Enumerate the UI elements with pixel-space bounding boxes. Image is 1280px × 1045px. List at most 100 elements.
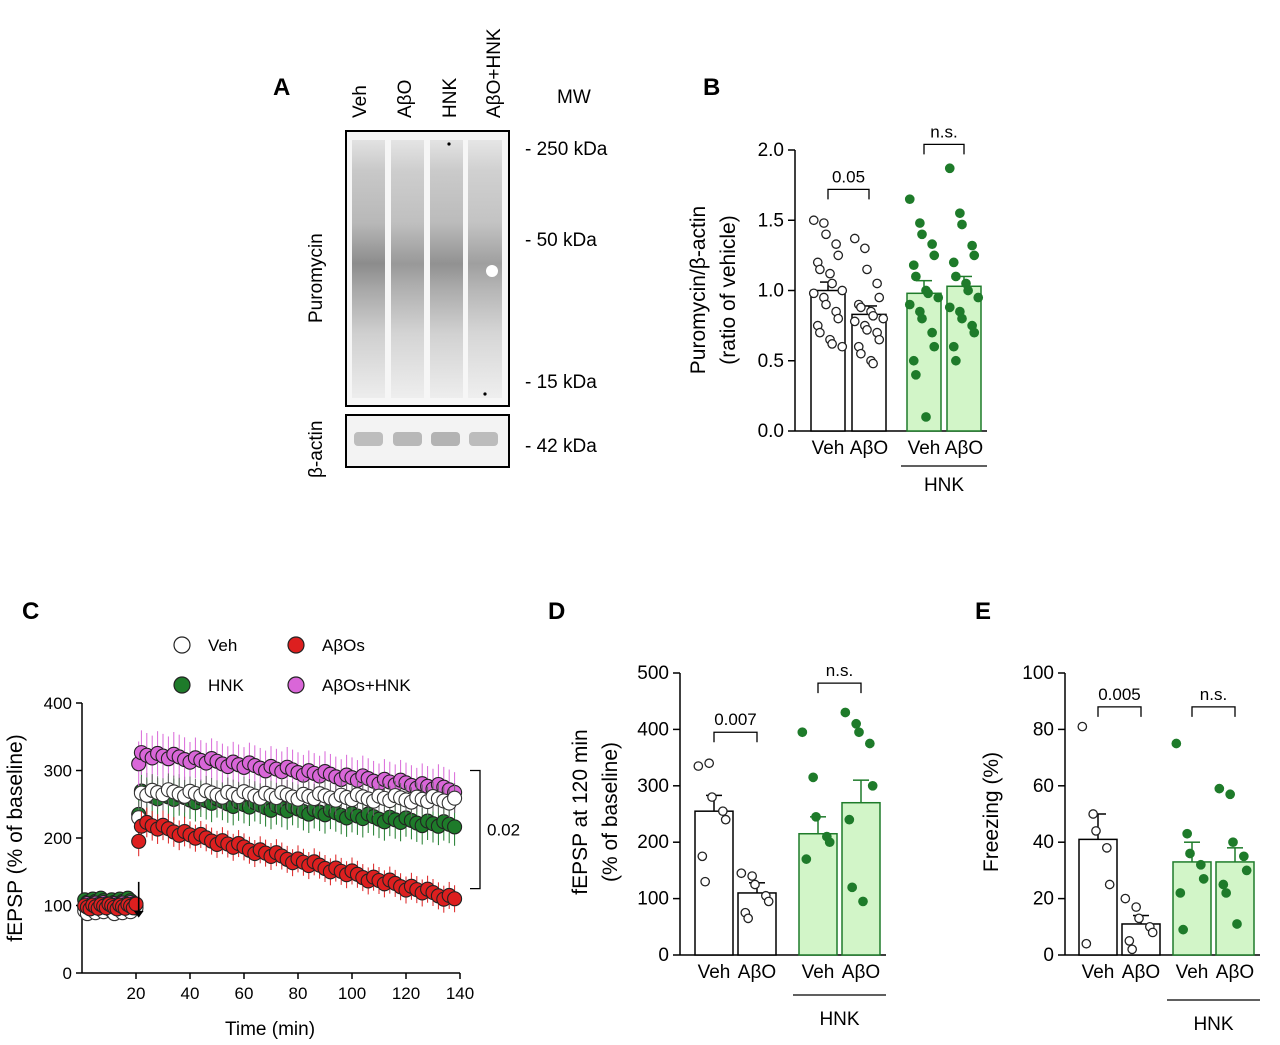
bar [841, 801, 881, 956]
bar [798, 832, 838, 956]
data-point [923, 288, 933, 299]
data-point [840, 707, 851, 718]
data-point [951, 355, 961, 366]
lane-label-abo: AβO [395, 80, 416, 118]
data-point [833, 250, 844, 261]
significance-bracket [923, 143, 965, 155]
significance-bracket [1191, 706, 1236, 717]
data-point [736, 868, 747, 879]
blot-artifact-spot [486, 265, 498, 277]
data-point [944, 163, 955, 174]
data-point [131, 833, 147, 849]
data-point [821, 299, 831, 310]
data-point [874, 292, 885, 303]
data-point [844, 814, 855, 825]
panel-a-letter: A [273, 74, 290, 101]
data-point [1221, 888, 1232, 898]
data-point [1218, 879, 1229, 890]
data-point [797, 727, 808, 738]
data-point [831, 239, 841, 249]
x-tick-label: 60 [235, 984, 254, 1003]
mw-marker-50: - 50 kDa [525, 230, 597, 251]
actin-band-hnk [431, 432, 460, 446]
data-point [717, 806, 728, 817]
x-tick-label: 100 [338, 984, 366, 1003]
y-tick-label: 100 [44, 897, 72, 916]
actin-band-abo [393, 432, 422, 446]
data-point [872, 278, 882, 289]
data-point [1147, 927, 1158, 938]
data-point [750, 879, 760, 890]
blot-lane-hnk [430, 140, 463, 398]
category-label: AβO [1122, 962, 1160, 983]
data-point [856, 302, 866, 313]
x-tick-label: 40 [181, 984, 200, 1003]
legend-label: AβOs+HNK [322, 676, 411, 695]
chart-d-fepsp-120min: 0 100 200 300 400 500 fEPSP at 120 min (% of ba… [569, 661, 886, 1030]
y-axis-label: fEPSP (% of baseline) [4, 734, 27, 941]
data-point [955, 208, 965, 219]
significance-label: n.s. [930, 122, 957, 141]
significance-bracket [713, 731, 758, 743]
bar [1215, 861, 1255, 956]
data-point [824, 837, 835, 848]
significance-bracket [1097, 706, 1142, 717]
data-point [969, 250, 980, 261]
significance-label: 0.005 [1098, 685, 1141, 704]
data-point [801, 854, 812, 864]
data-point [1232, 919, 1242, 929]
data-point [827, 278, 837, 289]
data-point [1101, 842, 1112, 853]
blot-lane-abo [391, 140, 424, 398]
category-label: AβO [842, 962, 880, 983]
y-tick-label: 40 [1033, 832, 1054, 853]
data-point [917, 229, 927, 240]
y-tick-label: 300 [637, 776, 669, 797]
legend-label: Veh [208, 636, 237, 655]
data-point [904, 299, 915, 310]
category-label: Veh [908, 438, 941, 459]
category-label: AβO [850, 438, 888, 459]
data-point [878, 313, 889, 324]
data-point [1077, 721, 1088, 732]
panel-b-letter: B [703, 74, 720, 101]
data-point [1120, 893, 1131, 904]
data-point [868, 310, 878, 321]
data-point [808, 288, 819, 299]
y-tick-label: 1.5 [758, 210, 784, 231]
data-point [973, 292, 984, 303]
data-point [1134, 913, 1144, 924]
category-label: AβO [738, 962, 776, 983]
data-point [743, 913, 754, 924]
significance-label: 0.02 [487, 821, 520, 840]
data-point [1214, 783, 1225, 794]
y-tick-label: 0.5 [758, 351, 784, 372]
actin-band-abo-hnk [469, 432, 498, 446]
data-point [1171, 738, 1182, 749]
y-axis-label: Puromycin/β-actin [687, 206, 710, 374]
data-point [827, 339, 837, 349]
chart-c-fepsp-timecourse: 0 100 200 300 400 20 40 60 80 100 120 140 Time (min)… [4, 636, 520, 1040]
y-tick-label: 400 [637, 719, 669, 740]
data-point [808, 772, 819, 783]
category-label: Veh [1176, 962, 1209, 983]
data-point [707, 792, 717, 802]
data-point [808, 215, 819, 226]
x-tick-label: 20 [127, 984, 146, 1003]
data-point [864, 738, 875, 749]
category-label: Veh [1082, 962, 1115, 983]
data-point [1225, 789, 1236, 800]
data-point [1182, 828, 1193, 839]
induction-arrowhead [133, 910, 144, 918]
y-tick-label: 100 [1022, 663, 1054, 684]
data-point [1127, 944, 1138, 955]
significance-bracket [817, 682, 862, 694]
data-point [693, 761, 704, 771]
puromycin-label: Puromycin [306, 233, 327, 323]
legend-marker [173, 676, 191, 694]
data-point [874, 334, 885, 345]
y-axis-label: Freezing (%) [980, 752, 1003, 872]
data-point [915, 218, 925, 228]
data-point [1238, 851, 1249, 862]
